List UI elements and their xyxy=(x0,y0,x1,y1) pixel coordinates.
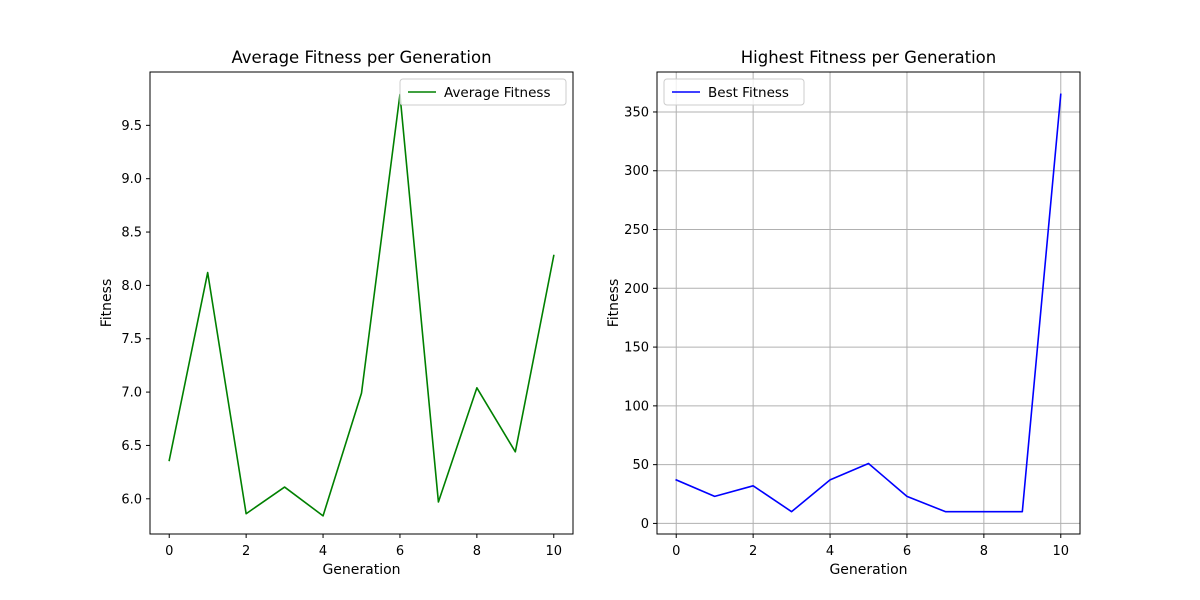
y-tick-label: 9.5 xyxy=(121,119,142,134)
x-tick-label: 8 xyxy=(473,544,481,559)
y-tick-label: 8.5 xyxy=(121,226,142,241)
x-axis-label: Generation xyxy=(829,562,907,578)
x-tick-label: 8 xyxy=(980,544,988,559)
y-tick-label: 7.0 xyxy=(121,386,142,401)
series-line-1 xyxy=(675,93,1062,513)
y-tick-label: 6.5 xyxy=(121,439,142,454)
x-tick-label: 10 xyxy=(1052,544,1069,559)
y-tick-label: 350 xyxy=(624,105,649,120)
y-tick-label: 250 xyxy=(624,223,649,238)
x-tick-label: 6 xyxy=(396,544,404,559)
chart-title: Average Fitness per Generation xyxy=(231,48,491,67)
x-axis-label: Generation xyxy=(322,562,400,578)
y-axis-label: Fitness xyxy=(99,279,115,328)
legend: Average Fitness xyxy=(399,78,567,106)
legend-frame xyxy=(399,78,567,106)
x-tick-label: 0 xyxy=(165,544,173,559)
y-tick-label: 100 xyxy=(624,399,649,414)
subplot-1: 0 2 4 6 8 10 6.0 6.5 7.0 7.5 8.0 8.5 9.0 9.5 Average F… xyxy=(99,48,574,578)
y-tick-label: 0 xyxy=(641,517,649,532)
chart-title: Highest Fitness per Generation xyxy=(741,48,996,67)
y-tick-label: 50 xyxy=(632,458,649,473)
y-tick-label: 8.0 xyxy=(121,279,142,294)
x-tick-label: 0 xyxy=(672,544,680,559)
y-tick-label: 9.0 xyxy=(121,172,142,187)
x-tick-label: 6 xyxy=(903,544,911,559)
legend-label: Best Fitness xyxy=(708,85,789,101)
legend-label: Average Fitness xyxy=(444,85,550,101)
series-line-1 xyxy=(168,93,555,517)
y-tick-label: 6.0 xyxy=(121,492,142,507)
x-tick-label: 2 xyxy=(242,544,250,559)
plot-frame xyxy=(656,71,1081,535)
x-tick-label: 10 xyxy=(545,544,562,559)
x-tick-label: 4 xyxy=(319,544,327,559)
y-tick-label: 300 xyxy=(624,164,649,179)
y-tick-label: 150 xyxy=(624,341,649,356)
y-tick-label: 200 xyxy=(624,282,649,297)
y-tick-label: 7.5 xyxy=(121,332,142,347)
grid xyxy=(657,72,1080,534)
x-tick-label: 4 xyxy=(826,544,834,559)
legend-frame xyxy=(663,78,805,106)
y-axis-label: Fitness xyxy=(606,279,622,328)
x-tick-label: 2 xyxy=(749,544,757,559)
legend: Best Fitness xyxy=(663,78,805,106)
plot-frame xyxy=(149,71,574,535)
